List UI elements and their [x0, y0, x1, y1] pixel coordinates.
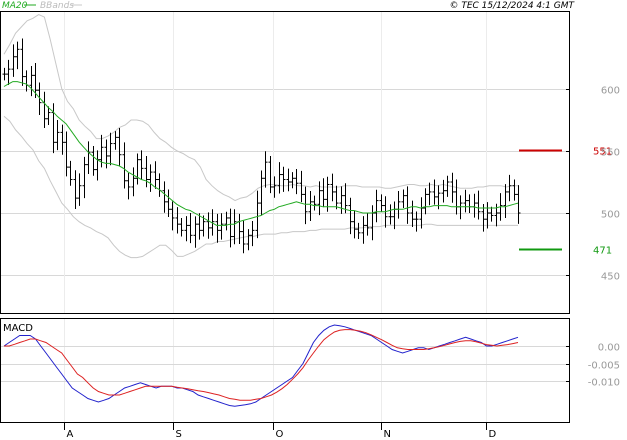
price-axis-ticks: 450 500 550 600 — [566, 86, 620, 283]
price-tick-label: 600 — [601, 86, 620, 97]
price-tick-label: 450 — [601, 272, 620, 283]
bollinger-lower-band — [3, 115, 518, 259]
price-levels: 551 471 — [519, 147, 612, 257]
price-grid — [1, 12, 569, 422]
macd-title: MACD — [3, 323, 33, 334]
ma20-line — [3, 81, 519, 226]
month-label: A — [67, 429, 74, 440]
macd-tick-label: -0.010 — [588, 378, 620, 389]
macd-axis-ticks: 0.00 -0.005 -0.010 — [566, 343, 620, 389]
ohlc-bars — [2, 38, 521, 254]
signal-line — [4, 329, 519, 401]
macd-grid — [1, 346, 569, 382]
macd-tick-label: -0.005 — [588, 361, 620, 372]
legend-ma20: MA20 — [2, 1, 28, 11]
macd-tick-label: 0.00 — [598, 343, 620, 354]
copyright-text: © TEC 15/12/2024 4:1 GMT — [449, 1, 575, 11]
month-label: N — [384, 429, 391, 440]
price-panel-frame — [0, 11, 570, 314]
month-label: O — [276, 429, 284, 440]
month-label: S — [176, 429, 182, 440]
resistance-level-label: 551 — [593, 147, 612, 158]
price-tick-label: 500 — [601, 210, 620, 221]
macd-panel-frame — [0, 318, 570, 423]
macd-lines — [3, 324, 519, 407]
ma20-path — [3, 81, 519, 226]
support-level-label: 471 — [593, 246, 612, 257]
price-tick-label: 550 — [601, 148, 620, 159]
month-label: D — [489, 429, 497, 440]
legend-bbands: BBands — [40, 1, 74, 11]
